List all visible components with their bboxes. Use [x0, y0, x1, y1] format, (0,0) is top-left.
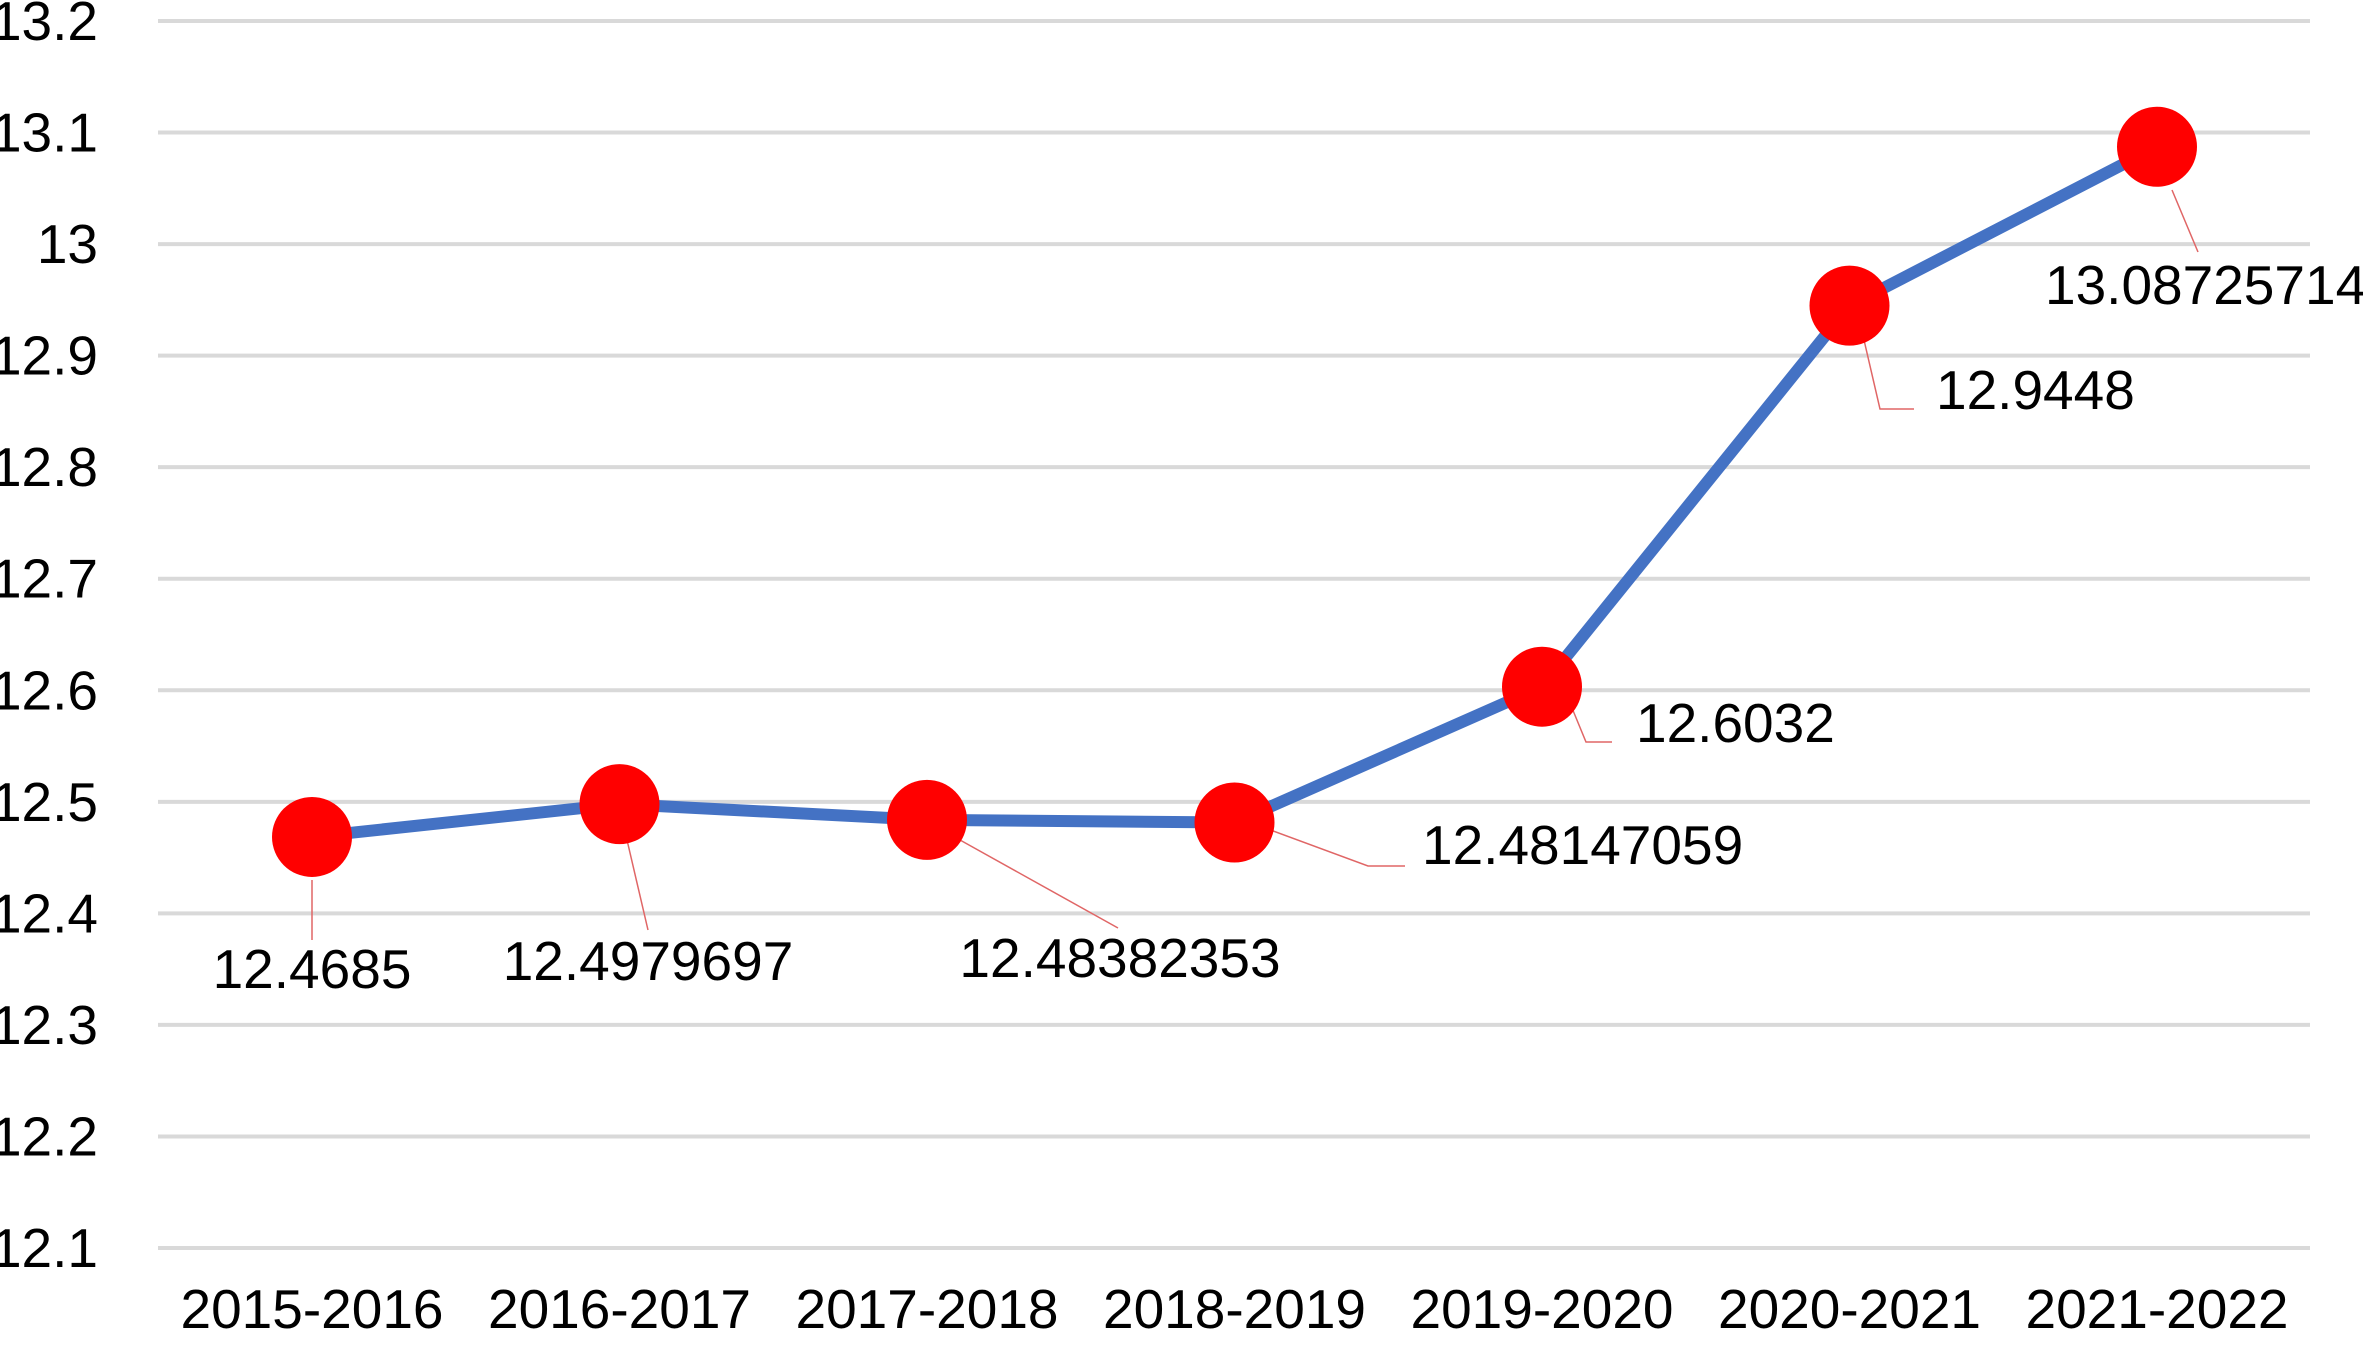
data-point-marker: [1502, 646, 1582, 727]
x-tick-label: 2017-2018: [795, 1278, 1058, 1340]
series-line: [306, 140, 2163, 843]
gridlines: [158, 19, 2310, 1250]
leader-line: [1264, 827, 1405, 867]
x-tick-label: 2021-2022: [2025, 1278, 2288, 1340]
data-label: 12.48382353: [959, 927, 1280, 989]
y-axis-ticks: 12.1 12.2 12.3 12.4 12.5 12.6 12.7 12.8 12.9 13 13…: [0, 0, 98, 1279]
x-tick-label: 2018-2019: [1103, 1278, 1366, 1340]
data-point-marker: [579, 764, 660, 845]
y-tick-label: 12.8: [0, 436, 98, 498]
leader-line: [2171, 189, 2199, 253]
data-label: 12.6032: [1636, 692, 1835, 754]
data-point-marker: [887, 779, 967, 860]
y-tick-label: 13: [37, 213, 98, 275]
y-tick-label: 12.1: [0, 1217, 98, 1279]
x-tick-label: 2020-2021: [1718, 1278, 1981, 1340]
leader-line: [626, 839, 649, 931]
y-tick-label: 12.2: [0, 1105, 98, 1167]
y-tick-label: 12.3: [0, 994, 98, 1056]
leader-lines: [311, 189, 2199, 940]
y-tick-label: 13.2: [0, 0, 98, 52]
data-point-marker: [2117, 106, 2197, 187]
x-tick-label: 2015-2016: [180, 1278, 443, 1340]
y-tick-label: 12.5: [0, 771, 98, 833]
leader-line: [1863, 339, 1914, 410]
x-axis-ticks: 2015-2016 2016-2017 2017-2018 2018-2019 2019…: [180, 1278, 2288, 1340]
data-label: 13.08725714: [2045, 254, 2363, 316]
data-point-marker: [272, 796, 352, 877]
leader-line: [959, 839, 1119, 929]
leader-line: [1571, 707, 1612, 743]
data-label: 12.4685: [213, 938, 412, 1000]
y-tick-label: 12.9: [0, 325, 98, 387]
x-tick-label: 2019-2020: [1410, 1278, 1673, 1340]
data-label: 12.48147059: [1422, 814, 1743, 876]
series-markers: [272, 106, 2197, 877]
x-tick-label: 2016-2017: [488, 1278, 751, 1340]
series-line-path: [306, 140, 2163, 843]
data-point-marker: [1809, 265, 1890, 346]
data-label: 12.9448: [1936, 359, 2135, 421]
y-tick-label: 12.7: [0, 548, 98, 610]
y-tick-label: 12.4: [0, 882, 98, 944]
y-tick-label: 13.1: [0, 102, 98, 164]
y-tick-label: 12.6: [0, 659, 98, 721]
data-point-marker: [1194, 782, 1275, 863]
data-label: 12.4979697: [503, 930, 794, 992]
data-labels: 12.4685 12.4979697 12.48382353 12.48147059 1…: [213, 254, 2363, 1000]
